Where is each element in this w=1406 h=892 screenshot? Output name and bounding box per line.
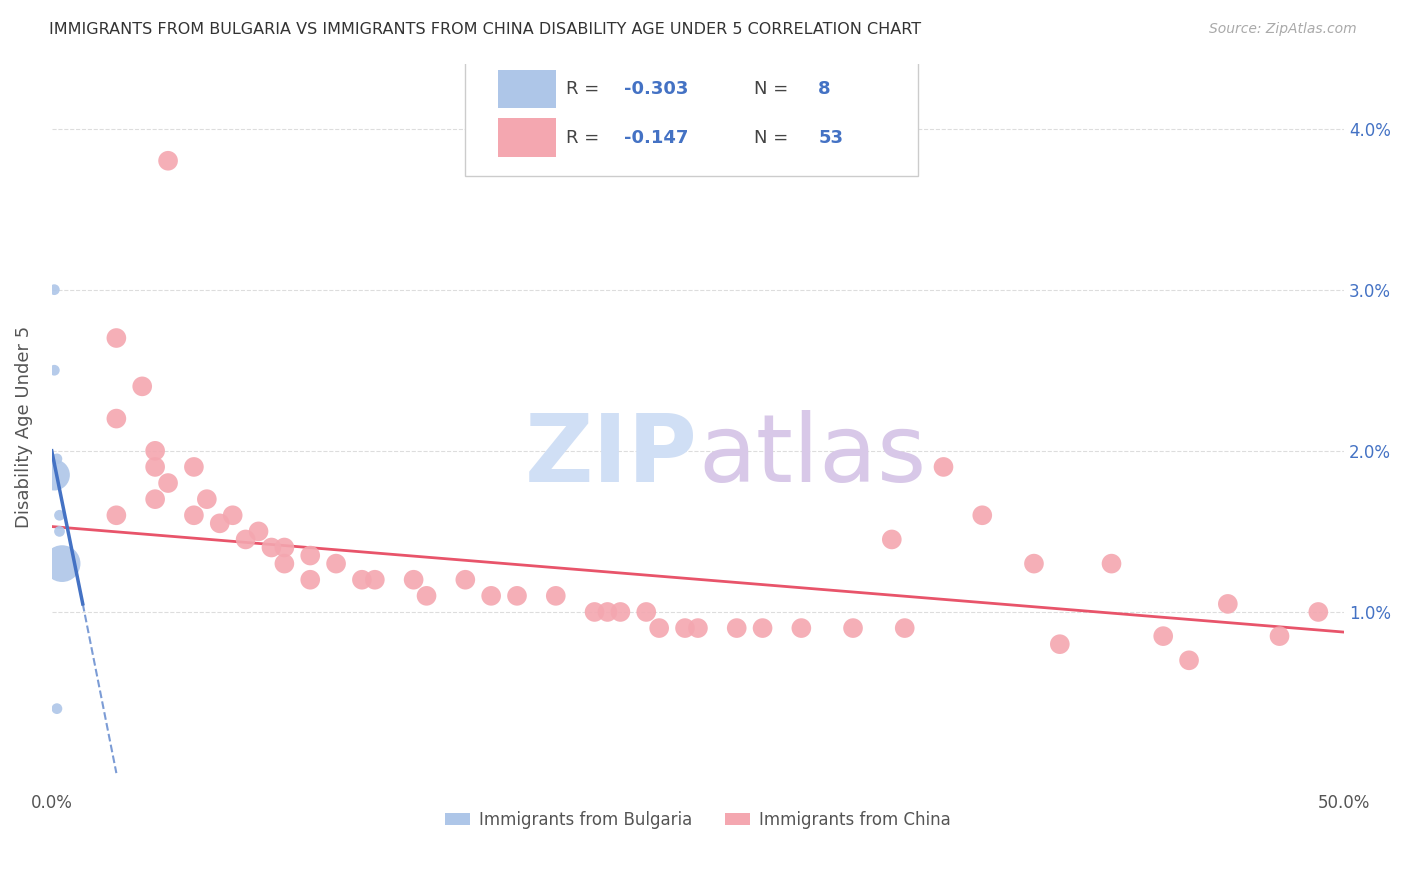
Point bbox=[1216, 597, 1239, 611]
Point bbox=[1308, 605, 1330, 619]
Point bbox=[842, 621, 865, 635]
Point bbox=[402, 573, 425, 587]
Text: R =: R = bbox=[567, 128, 605, 147]
Point bbox=[273, 557, 295, 571]
Point bbox=[51, 557, 73, 571]
FancyBboxPatch shape bbox=[465, 61, 918, 177]
Point bbox=[350, 573, 373, 587]
Point bbox=[1152, 629, 1174, 643]
Point bbox=[143, 459, 166, 474]
Point bbox=[893, 621, 915, 635]
Point bbox=[48, 524, 70, 539]
Text: Source: ZipAtlas.com: Source: ZipAtlas.com bbox=[1209, 22, 1357, 37]
Point bbox=[195, 492, 218, 507]
Point bbox=[506, 589, 529, 603]
Point bbox=[44, 283, 66, 297]
Point bbox=[636, 605, 658, 619]
Point bbox=[1268, 629, 1291, 643]
Text: -0.303: -0.303 bbox=[624, 80, 689, 98]
Point bbox=[273, 541, 295, 555]
Text: IMMIGRANTS FROM BULGARIA VS IMMIGRANTS FROM CHINA DISABILITY AGE UNDER 5 CORRELA: IMMIGRANTS FROM BULGARIA VS IMMIGRANTS F… bbox=[49, 22, 921, 37]
Point bbox=[235, 533, 257, 547]
Text: atlas: atlas bbox=[697, 409, 927, 501]
Point bbox=[1101, 557, 1123, 571]
Text: ZIP: ZIP bbox=[524, 409, 697, 501]
Point bbox=[247, 524, 270, 539]
Y-axis label: Disability Age Under 5: Disability Age Under 5 bbox=[15, 326, 32, 528]
Text: N =: N = bbox=[754, 80, 793, 98]
Point bbox=[544, 589, 567, 603]
Point bbox=[105, 411, 128, 425]
Point bbox=[415, 589, 437, 603]
Point bbox=[48, 508, 70, 523]
Point bbox=[299, 573, 322, 587]
Point bbox=[1049, 637, 1071, 651]
Text: 53: 53 bbox=[818, 128, 844, 147]
Point bbox=[45, 701, 67, 715]
Text: -0.147: -0.147 bbox=[624, 128, 689, 147]
Point bbox=[1022, 557, 1045, 571]
Point bbox=[790, 621, 813, 635]
Point bbox=[751, 621, 773, 635]
Point bbox=[208, 516, 231, 531]
Point bbox=[932, 459, 955, 474]
Point bbox=[673, 621, 696, 635]
Point bbox=[364, 573, 387, 587]
Point bbox=[157, 476, 180, 491]
Point bbox=[325, 557, 347, 571]
Point bbox=[1178, 653, 1201, 667]
Point bbox=[183, 508, 205, 523]
FancyBboxPatch shape bbox=[498, 70, 555, 108]
Point bbox=[157, 153, 180, 168]
Point bbox=[725, 621, 748, 635]
Point bbox=[686, 621, 709, 635]
Point bbox=[260, 541, 283, 555]
Point bbox=[479, 589, 502, 603]
Point bbox=[44, 363, 66, 377]
Point bbox=[609, 605, 631, 619]
Point bbox=[131, 379, 153, 393]
Point bbox=[143, 492, 166, 507]
Point bbox=[583, 605, 606, 619]
Legend: Immigrants from Bulgaria, Immigrants from China: Immigrants from Bulgaria, Immigrants fro… bbox=[439, 804, 957, 835]
Point bbox=[596, 605, 619, 619]
Point bbox=[44, 467, 66, 482]
Point bbox=[299, 549, 322, 563]
Point bbox=[143, 443, 166, 458]
Text: 8: 8 bbox=[818, 80, 831, 98]
Point bbox=[105, 508, 128, 523]
FancyBboxPatch shape bbox=[498, 119, 555, 157]
Text: R =: R = bbox=[567, 80, 605, 98]
Point bbox=[183, 459, 205, 474]
Text: N =: N = bbox=[754, 128, 793, 147]
Point bbox=[880, 533, 903, 547]
Point bbox=[648, 621, 671, 635]
Point bbox=[972, 508, 994, 523]
Point bbox=[45, 451, 67, 466]
Point bbox=[454, 573, 477, 587]
Point bbox=[105, 331, 128, 345]
Point bbox=[221, 508, 243, 523]
